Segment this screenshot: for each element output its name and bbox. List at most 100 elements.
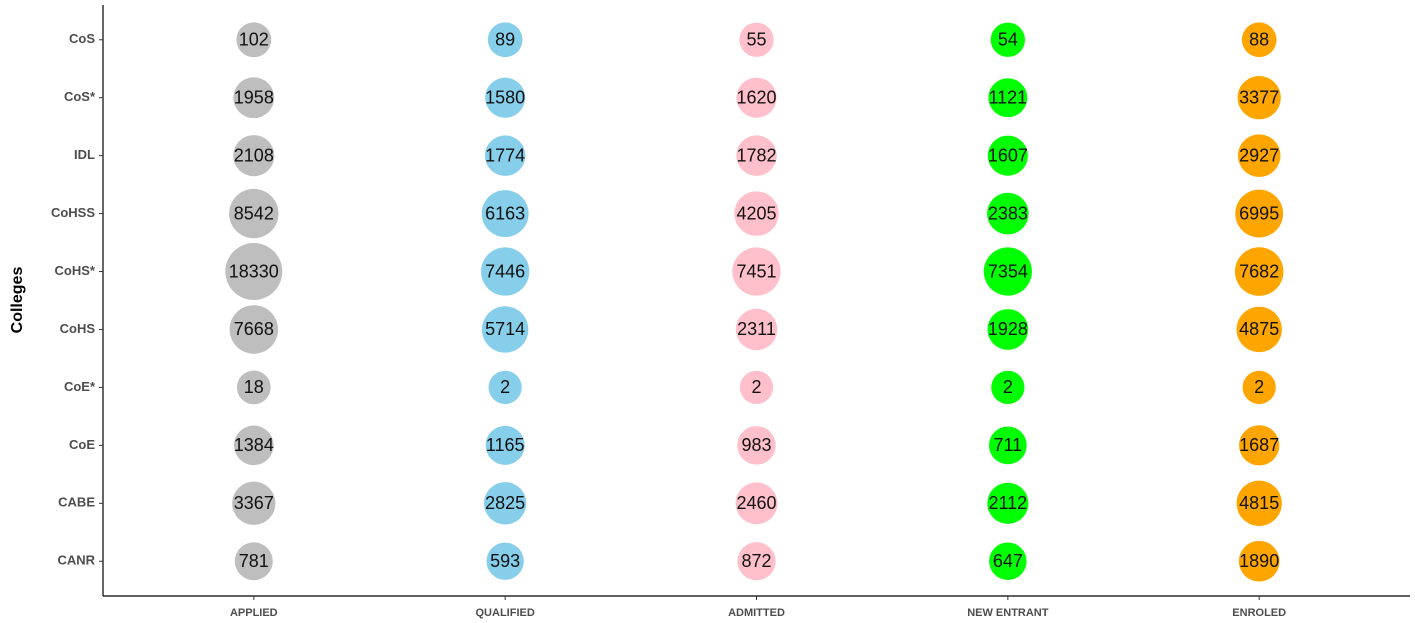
value-label: 2311 xyxy=(737,319,776,339)
value-label: 593 xyxy=(490,551,520,571)
value-label: 89 xyxy=(495,30,515,50)
value-label: 781 xyxy=(239,551,269,571)
bubble xyxy=(234,542,273,581)
value-label: 2825 xyxy=(485,493,525,513)
bubble xyxy=(229,305,279,354)
bubble xyxy=(987,482,1029,524)
y-tick-label: CoE xyxy=(69,437,95,452)
bubble xyxy=(737,426,776,465)
bubble xyxy=(736,135,777,176)
y-tick-label: CoHS* xyxy=(55,263,96,278)
value-label: 1165 xyxy=(486,435,525,455)
value-label: 7354 xyxy=(988,261,1028,281)
bubble xyxy=(1238,540,1280,582)
bubble xyxy=(233,135,275,177)
bubble xyxy=(739,370,774,405)
bubble xyxy=(485,77,526,118)
bubble xyxy=(1241,22,1277,58)
value-label: 2 xyxy=(1254,377,1264,397)
bubble xyxy=(732,247,781,296)
value-label: 7682 xyxy=(1239,261,1279,281)
y-tick-label: IDL xyxy=(74,147,95,162)
bubble xyxy=(487,22,523,58)
bubble xyxy=(232,481,276,525)
bubble xyxy=(1242,370,1276,405)
bubble xyxy=(736,77,777,118)
bubble xyxy=(991,370,1025,405)
bubble xyxy=(989,542,1027,580)
bubble xyxy=(1237,134,1281,177)
value-label: 3377 xyxy=(1239,87,1279,107)
y-tick-label: CABE xyxy=(58,495,95,510)
bubble xyxy=(1237,76,1281,120)
bubble xyxy=(234,425,274,466)
value-label: 7446 xyxy=(485,261,525,281)
value-label: 2927 xyxy=(1239,145,1279,165)
value-label: 7451 xyxy=(736,261,776,281)
value-label: 647 xyxy=(993,551,1023,571)
value-label: 7668 xyxy=(234,319,274,339)
bubble xyxy=(233,77,275,119)
bubble xyxy=(737,542,776,581)
value-label: 1928 xyxy=(988,319,1028,339)
value-label: 1620 xyxy=(736,87,776,107)
value-label: 872 xyxy=(741,551,771,571)
bubble xyxy=(481,306,529,353)
bubble xyxy=(229,188,279,239)
value-label: 1687 xyxy=(1239,435,1279,455)
y-tick-label: CANR xyxy=(57,553,95,568)
value-label: 18330 xyxy=(229,261,279,281)
value-label: 2108 xyxy=(234,145,274,165)
value-label: 4205 xyxy=(736,203,776,223)
value-label: 102 xyxy=(239,30,269,50)
x-tick-label: ADMITTED xyxy=(728,607,785,619)
value-label: 2112 xyxy=(988,493,1027,513)
value-label: 2 xyxy=(751,377,761,397)
value-label: 2460 xyxy=(736,493,776,513)
value-label: 6995 xyxy=(1239,203,1279,223)
bubble xyxy=(486,542,524,580)
value-label: 2 xyxy=(500,377,510,397)
x-tick-label: NEW ENTRANT xyxy=(967,607,1049,619)
bubble xyxy=(1234,247,1284,296)
value-label: 1121 xyxy=(988,87,1027,107)
value-label: 1890 xyxy=(1239,551,1279,571)
bubble xyxy=(1239,425,1280,466)
bubble xyxy=(734,191,779,236)
value-label: 4815 xyxy=(1239,493,1279,513)
bubble xyxy=(488,370,522,405)
value-label: 2383 xyxy=(988,203,1028,223)
value-label: 2 xyxy=(1003,377,1013,397)
bubble xyxy=(739,22,774,57)
value-label: 983 xyxy=(741,435,771,455)
value-label: 3367 xyxy=(234,493,274,513)
y-tick-label: CoE* xyxy=(64,379,96,394)
x-tick-label: APPLIED xyxy=(230,607,278,619)
bubble xyxy=(1235,189,1284,238)
x-tick-label: QUALIFIED xyxy=(476,607,535,619)
value-label: 18 xyxy=(244,377,264,397)
y-tick-label: CoHSS xyxy=(51,205,95,220)
bubble xyxy=(988,426,1027,465)
bubble xyxy=(987,135,1028,176)
bubble xyxy=(987,309,1029,350)
value-label: 8542 xyxy=(234,203,274,223)
value-label: 5714 xyxy=(485,319,525,339)
value-label: 1782 xyxy=(736,145,776,165)
bubble xyxy=(1236,480,1282,526)
bubble xyxy=(236,22,272,58)
bubble xyxy=(990,22,1025,57)
value-label: 1384 xyxy=(234,435,274,455)
bubble xyxy=(225,243,283,301)
y-axis-label: Colleges xyxy=(9,267,26,334)
bubble xyxy=(481,190,529,238)
y-tick-label: CoS xyxy=(69,31,95,46)
value-label: 1580 xyxy=(485,87,525,107)
value-label: 1607 xyxy=(988,145,1028,165)
value-label: 4875 xyxy=(1239,319,1279,339)
value-label: 88 xyxy=(1249,30,1269,50)
bubble xyxy=(483,482,527,525)
bubble xyxy=(484,135,526,176)
bubble xyxy=(735,308,778,351)
